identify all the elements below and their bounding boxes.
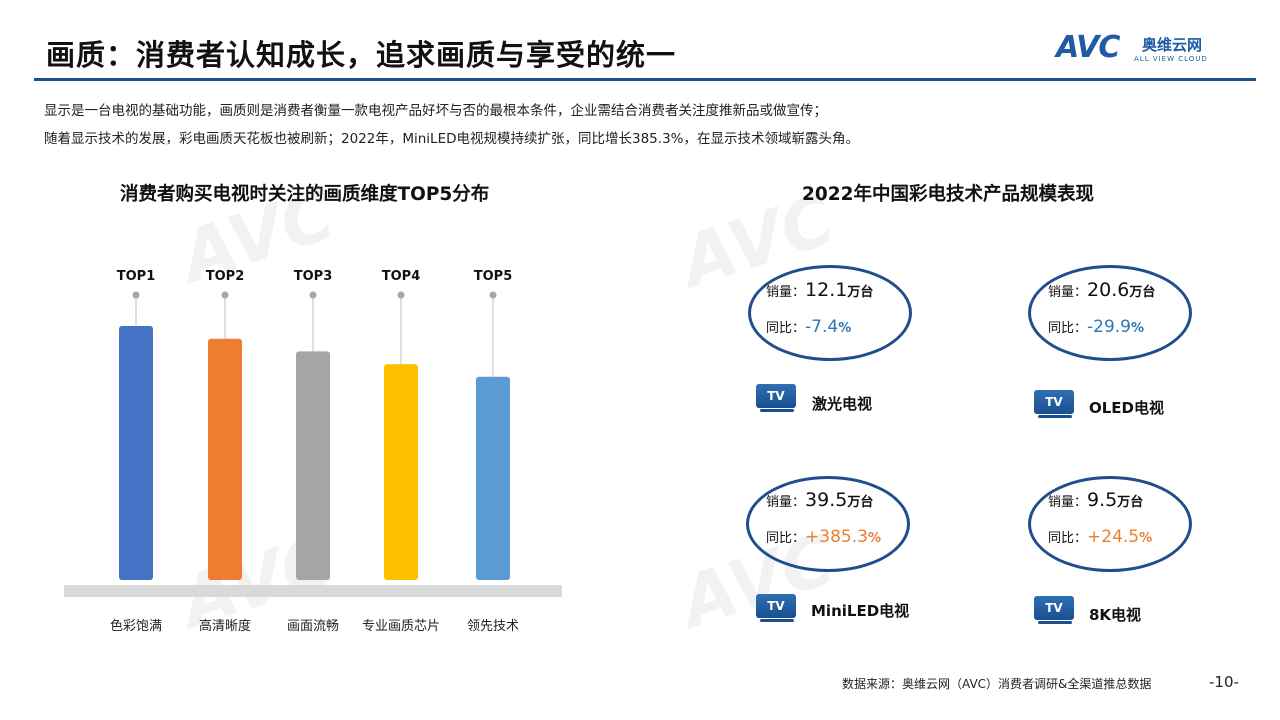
yoy-label: 同比： [1048,531,1088,546]
laser-tv-label: 激光电视 [812,395,873,413]
laser-tv-yoy: 同比：-7.4% [766,317,851,337]
sales-unit: 万台 [1117,495,1144,510]
tv-icon: TV [1034,390,1076,422]
sales-unit: 万台 [847,495,874,510]
8k-tv-ellipse [1028,476,1192,572]
yoy-value: +24.5 [1087,527,1140,547]
logo-english-name: ALL VIEW CLOUD [1134,55,1208,63]
tv-icon: TV [1034,596,1076,628]
tech-panel-title: 2022年中国彩电技术产品规模表现 [802,184,1094,205]
yoy-label: 同比： [1048,321,1088,336]
category-label: 专业画质芯片 [362,619,440,634]
sales-label: 销量： [766,495,806,510]
sales-unit: 万台 [847,285,874,300]
chart-title: 消费者购买电视时关注的画质维度TOP5分布 [120,184,490,205]
laser-tv-ellipse [748,265,912,361]
bar-leader-dot [489,291,497,299]
yoy-value: +385.3 [805,527,868,547]
sales-label: 销量： [766,285,806,300]
logo-chinese-name: 奥维云网 [1142,36,1203,54]
miniled-tv-label: MiniLED电视 [811,602,910,620]
8k-tv-label: 8K电视 [1089,606,1142,624]
chart-floor [64,585,562,597]
bar-rank-label: TOP1 [117,269,156,284]
bar-leader-dot [397,291,405,299]
oled-tv-sales: 销量：20.6万台 [1048,279,1155,301]
sales-unit: 万台 [1129,285,1156,300]
miniled-tv-ellipse [746,476,910,572]
oled-tv-label: OLED电视 [1089,399,1165,417]
yoy-percent: % [838,321,852,336]
category-label: 领先技术 [467,619,519,634]
miniled-tv-yoy: 同比：+385.3% [766,527,881,547]
yoy-label: 同比： [766,531,806,546]
bar-rank-label: TOP3 [294,269,333,284]
title-divider [34,78,1256,81]
tv-icon-text: TV [756,594,796,618]
page-title: 画质：消费者认知成长，追求画质与享受的统一 [46,38,677,72]
miniled-tv-sales: 销量：39.5万台 [766,489,873,511]
bar-rank-label: TOP4 [382,269,421,284]
tv-icon-text: TV [1034,596,1074,620]
oled-tv-ellipse [1028,265,1192,361]
category-label: 高清晰度 [199,618,251,634]
tv-icon: TV [756,594,798,626]
oled-tv-yoy: 同比：-29.9% [1048,317,1144,337]
bar-rank-label: TOP5 [474,269,513,284]
sales-label: 销量： [1048,495,1088,510]
bar-leader-dot [132,291,140,299]
category-label: 色彩饱满 [110,618,162,634]
sales-label: 销量： [1048,285,1088,300]
tv-icon-text: TV [756,384,796,408]
sales-value: 12.1 [805,279,848,301]
data-source: 数据来源：奥维云网（AVC）消费者调研&全渠道推总数据 [842,677,1152,691]
bar-3 [296,351,330,580]
bar-leader-dot [309,291,317,299]
bar-5 [476,376,510,580]
intro-line-1: 显示是一台电视的基础功能，画质则是消费者衡量一款电视产品好坏与否的最根本条件，企… [44,103,827,119]
yoy-value: -7.4 [805,317,839,337]
yoy-value: -29.9 [1087,317,1132,337]
bar-2 [208,338,242,580]
sales-value: 9.5 [1087,489,1118,511]
8k-tv-yoy: 同比：+24.5% [1048,527,1152,547]
tv-icon: TV [756,384,798,416]
avc-logo: AVC 奥维云网 ALL VIEW CLOUD [1056,30,1256,70]
sales-value: 20.6 [1087,279,1130,301]
yoy-percent: % [1139,531,1153,546]
yoy-percent: % [1131,321,1145,336]
tv-icon-text: TV [1034,390,1074,414]
page-number: -10- [1209,673,1239,691]
yoy-percent: % [867,531,881,546]
bar-chart: TOP1 色彩饱满 TOP2 高清晰度 TOP3 画面流畅 TOP4 专业画质芯片 TOP5 领先… [64,269,562,634]
intro-line-2: 随着显示技术的发展，彩电画质天花板也被刷新；2022年，MiniLED电视规模持… [44,131,859,147]
bar-rank-label: TOP2 [206,269,245,284]
bar-4 [384,364,418,580]
8k-tv-sales: 销量：9.5万台 [1048,489,1143,511]
laser-tv-sales: 销量：12.1万台 [766,279,873,301]
category-label: 画面流畅 [287,619,339,634]
logo-wordmark: AVC [1056,30,1120,65]
yoy-label: 同比： [766,321,806,336]
bar-leader-dot [221,291,229,299]
sales-value: 39.5 [805,489,848,511]
bar-1 [119,326,153,580]
